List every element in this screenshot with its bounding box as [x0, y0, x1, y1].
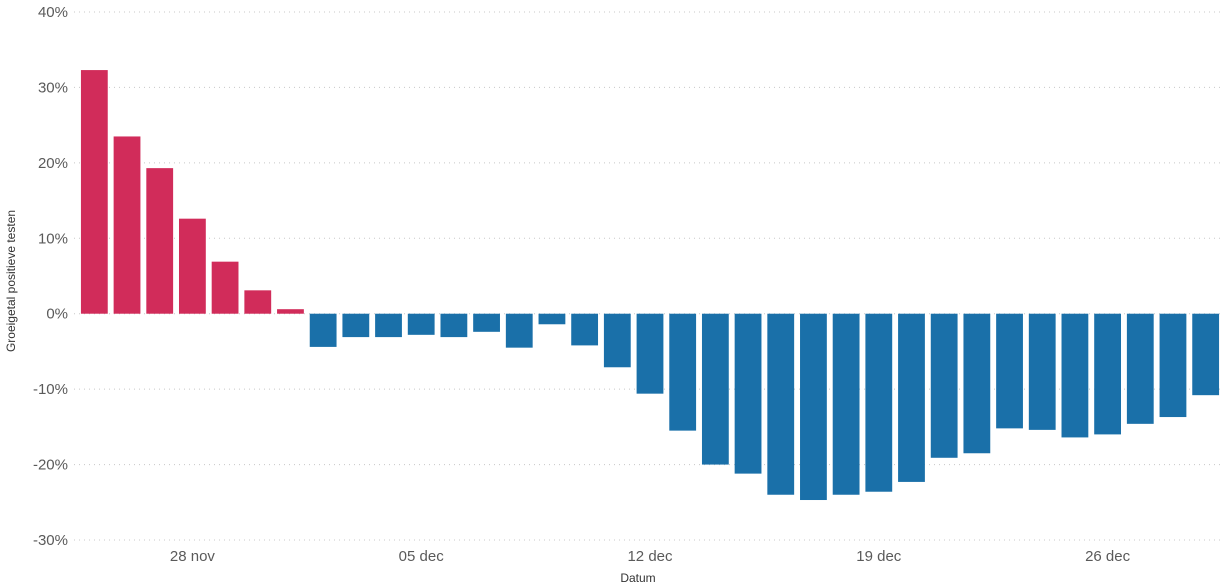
- bar: [963, 313, 991, 454]
- bar: [375, 313, 402, 338]
- bar: [603, 313, 631, 368]
- bar: [898, 313, 925, 482]
- bar: [342, 313, 370, 338]
- bar: [701, 313, 729, 465]
- bar: [473, 313, 500, 332]
- y-tick-label: 20%: [38, 155, 68, 172]
- bar: [734, 313, 762, 474]
- bar: [309, 313, 337, 347]
- y-tick-label: -10%: [33, 381, 68, 398]
- bar: [146, 168, 174, 314]
- x-tick-label: 12 dec: [627, 548, 673, 565]
- bar: [865, 313, 893, 492]
- bar: [571, 313, 599, 346]
- y-tick-label: -30%: [33, 532, 68, 549]
- bar: [1094, 313, 1122, 435]
- y-tick-label: 10%: [38, 230, 68, 247]
- x-tick-label: 28 nov: [170, 548, 216, 565]
- bar: [1159, 313, 1187, 418]
- y-tick-label: 0%: [46, 306, 68, 323]
- grid: [74, 11, 1222, 541]
- x-axis-ticks: 28 nov 05 dec 12 dec 19 dec 26 dec: [170, 548, 1131, 565]
- bar: [440, 313, 468, 338]
- bar: [996, 313, 1023, 429]
- y-tick-label: -20%: [33, 457, 68, 474]
- bar: [1126, 313, 1154, 424]
- x-tick-label: 05 dec: [399, 548, 445, 565]
- bar: [505, 313, 533, 348]
- y-axis-title: Groeigetal positieve testen: [4, 210, 18, 352]
- bar: [538, 313, 566, 325]
- bar: [1028, 313, 1056, 430]
- bar: [277, 309, 304, 314]
- bar: [930, 313, 958, 458]
- bar: [1192, 313, 1220, 396]
- y-tick-label: 30%: [38, 79, 68, 96]
- bar: [211, 261, 239, 314]
- bars: [80, 70, 1220, 501]
- bar: [636, 313, 664, 394]
- y-axis-ticks: 40% 30% 20% 10% 0% -10% -20% -30%: [33, 4, 68, 549]
- bar: [832, 313, 860, 495]
- bar: [113, 136, 141, 314]
- bar: [80, 70, 108, 314]
- bar: [767, 313, 795, 495]
- bar: [669, 313, 697, 431]
- y-tick-label: 40%: [38, 4, 68, 21]
- x-tick-label: 26 dec: [1085, 548, 1131, 565]
- bar: [244, 290, 272, 314]
- x-axis-title: Datum: [620, 571, 655, 585]
- bar: [1061, 313, 1089, 438]
- x-tick-label: 19 dec: [856, 548, 902, 565]
- bar: [178, 218, 206, 314]
- bar: [800, 313, 827, 501]
- bar: [407, 313, 435, 335]
